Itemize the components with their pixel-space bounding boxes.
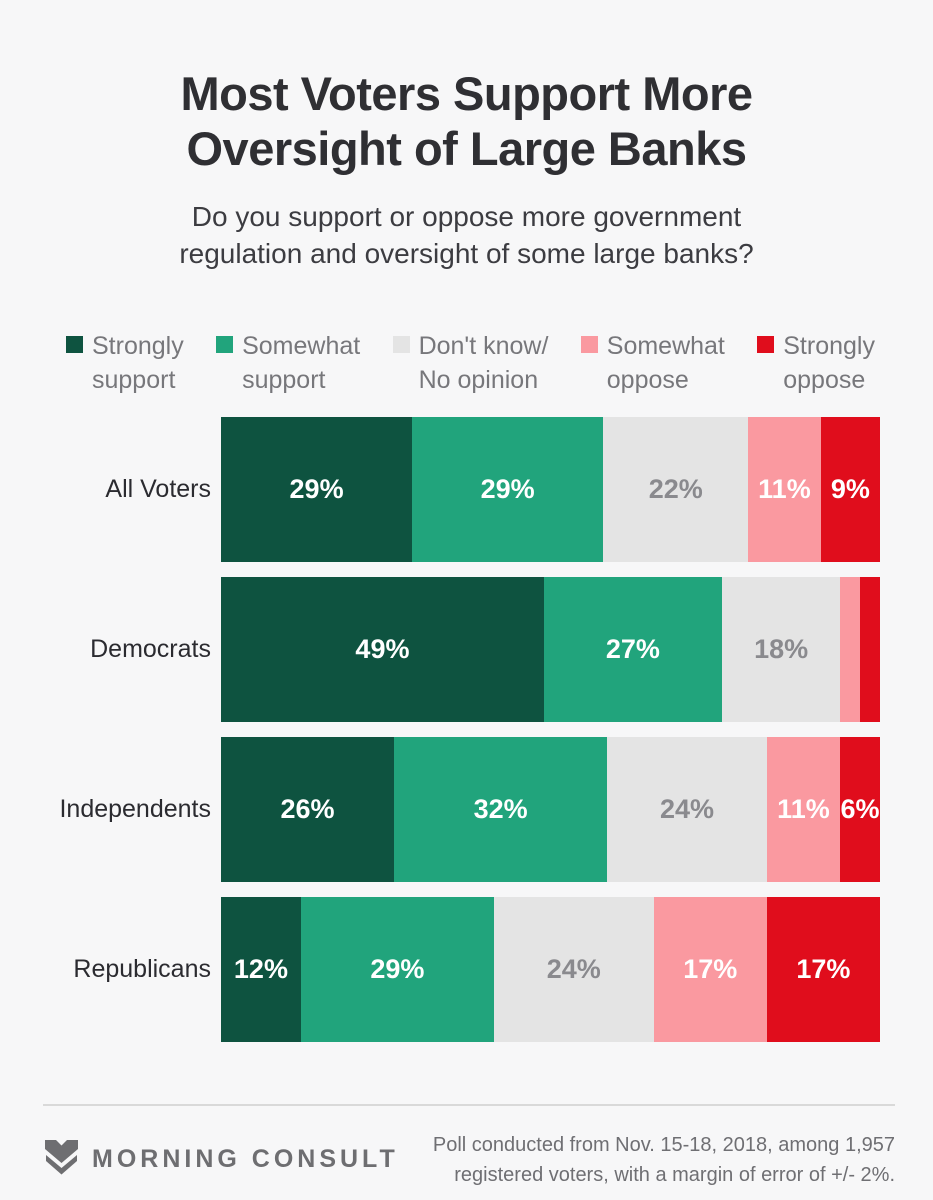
stacked-bar: 12% 29% 24% 17% 17% — [221, 896, 880, 1042]
legend-label: Somewhat support — [242, 331, 361, 394]
legend-label: Don't know/No opinion — [418, 331, 549, 394]
bar-segment: 11% — [748, 416, 821, 562]
chart-question: Do you support or oppose more government… — [0, 199, 933, 273]
category-label: Republicans — [73, 954, 211, 983]
stacked-bar: 29% 29% 22% 11% 9% — [221, 416, 880, 562]
bar-value-label: 32% — [473, 793, 528, 824]
bar-segment: 11% — [766, 736, 841, 882]
chart-row-democrats: Democrats 49% 27% 18% — [0, 576, 880, 722]
bar-segment: 17% — [766, 896, 880, 1042]
bar-segment: 29% — [300, 896, 494, 1042]
chart-question-line1: Do you support or oppose more government — [191, 200, 742, 232]
bar-value-label: 18% — [754, 633, 809, 664]
legend-label: Strongly oppose — [783, 331, 875, 394]
bar-value-label: 17% — [683, 953, 738, 984]
page-title-line2: Oversight of Large Banks — [186, 122, 748, 176]
bar-segment: 26% — [221, 736, 395, 882]
page-title-line1: Most Voters Support More — [180, 67, 753, 120]
stacked-bar: 26% 32% 24% 11% 6% — [221, 736, 880, 882]
legend-item-0: Strongly support — [66, 329, 184, 397]
bar-segment: 6% — [840, 736, 880, 882]
bar-segment: 12% — [221, 896, 301, 1042]
bar-value-label: 24% — [659, 793, 714, 824]
legend-swatch-icon — [757, 335, 775, 353]
poll-footnote-line1: Poll conducted from Nov. 15-18, 2018, am… — [432, 1133, 895, 1156]
bar-value-label: 27% — [605, 633, 660, 664]
legend: Strongly support Somewhat support Don't know… — [66, 329, 875, 397]
legend-item-1: Somewhat support — [216, 329, 360, 397]
legend-swatch-icon — [66, 335, 83, 353]
bar-segment — [840, 576, 861, 722]
bar-segment: 29% — [412, 416, 604, 562]
legend-swatch-icon — [580, 335, 598, 353]
bar-value-label: 9% — [830, 473, 870, 504]
legend-label: Somewhat oppose — [606, 331, 725, 394]
legend-swatch-icon — [216, 335, 234, 353]
bar-segment: 18% — [721, 576, 841, 722]
bar-segment: 22% — [603, 416, 749, 562]
morning-consult-m-icon — [45, 1139, 78, 1180]
bar-value-label: 24% — [546, 953, 601, 984]
bar-segment — [860, 576, 880, 722]
bar-value-label: 17% — [796, 953, 851, 984]
bar-segment: 32% — [394, 736, 608, 882]
footer: MORNING CONSULT Poll conducted from Nov.… — [45, 1130, 895, 1190]
bar-segment: 24% — [607, 736, 767, 882]
bar-value-label: 22% — [648, 473, 703, 504]
bar-value-label: 49% — [355, 633, 410, 664]
chart-question-line2: regulation and oversight of some large b… — [179, 237, 754, 269]
bar-value-label: 29% — [480, 473, 535, 504]
page-title: Most Voters Support More Oversight of Lar… — [0, 0, 933, 177]
bar-value-label: 6% — [840, 793, 880, 824]
poll-footnote-line2: registered voters, with a margin of erro… — [454, 1163, 895, 1186]
bar-value-label: 11% — [758, 473, 811, 504]
legend-item-4: Strongly oppose — [757, 329, 875, 397]
chart: All Voters 29% 29% 22% 11% 9% Democrats 49% 27% 1… — [0, 416, 880, 1042]
category-label: Democrats — [90, 634, 211, 663]
bar-segment: 49% — [221, 576, 544, 722]
bar-value-label: 12% — [233, 953, 288, 984]
legend-label: Strongly support — [92, 331, 184, 394]
brand-logo: MORNING CONSULT — [45, 1139, 399, 1180]
bar-value-label: 29% — [370, 953, 425, 984]
legend-swatch-icon — [392, 335, 410, 353]
chart-row-independents: Independents 26% 32% 24% 11% 6% — [0, 736, 880, 882]
bar-segment: 24% — [493, 896, 654, 1042]
footer-divider — [43, 1103, 895, 1106]
bar-value-label: 11% — [777, 793, 830, 824]
bar-value-label: 29% — [289, 473, 344, 504]
chart-row-republicans: Republicans 12% 29% 24% 17% 17% — [0, 896, 880, 1042]
chart-row-all-voters: All Voters 29% 29% 22% 11% 9% — [0, 416, 880, 562]
stacked-bar: 49% 27% 18% — [221, 576, 880, 722]
legend-item-2: Don't know/No opinion — [392, 329, 549, 397]
bar-segment: 27% — [543, 576, 722, 722]
poll-footnote: Poll conducted from Nov. 15-18, 2018, am… — [433, 1130, 895, 1190]
category-label: Independents — [59, 794, 211, 823]
bar-segment: 17% — [653, 896, 767, 1042]
bar-segment: 9% — [820, 416, 880, 562]
brand-name: MORNING CONSULT — [92, 1145, 399, 1174]
category-label: All Voters — [105, 474, 211, 503]
bar-value-label: 26% — [280, 793, 335, 824]
legend-item-3: Somewhat oppose — [580, 329, 725, 397]
bar-segment: 29% — [221, 416, 413, 562]
